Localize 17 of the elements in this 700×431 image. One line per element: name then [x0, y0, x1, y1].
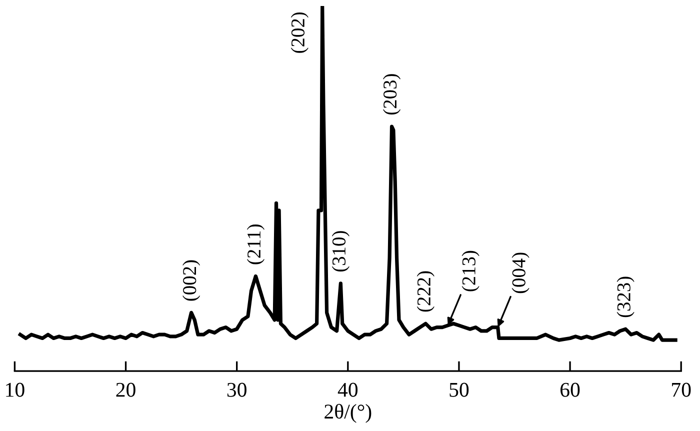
annotation: (202) [290, 12, 308, 53]
x-tick-label: 50 [450, 382, 469, 397]
annotation: (211) [246, 224, 265, 264]
annotation: (310) [332, 231, 350, 272]
x-axis-title: 2θ/(°) [324, 404, 372, 423]
annotation: (213) [462, 250, 480, 292]
annotation: (004) [512, 252, 530, 294]
x-tick-label: 20 [116, 382, 136, 397]
annotation: (002) [182, 260, 200, 301]
x-tick-label: 30 [227, 382, 246, 397]
x-tick-label: 60 [560, 382, 580, 397]
annotation: (222) [416, 271, 434, 312]
annotation: (323) [616, 276, 634, 318]
x-tick-label: 40 [338, 382, 358, 397]
x-tick-label: 10 [6, 382, 24, 397]
x-tick-label: 70 [672, 382, 691, 397]
annotation: (203) [382, 74, 401, 115]
